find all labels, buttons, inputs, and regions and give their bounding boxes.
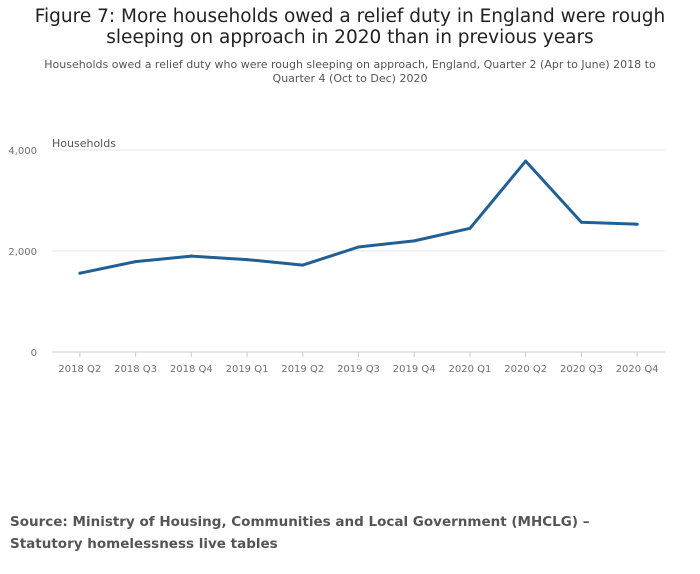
data-point bbox=[189, 254, 193, 258]
x-tick-label: 2020 Q3 bbox=[560, 364, 603, 375]
chart-title: Figure 7: More households owed a relief … bbox=[34, 6, 666, 48]
x-tick-label: 2018 Q3 bbox=[114, 364, 157, 375]
data-point bbox=[579, 220, 583, 224]
y-tick-label: 4,000 bbox=[8, 146, 37, 157]
data-point bbox=[134, 260, 138, 264]
line-chart: 0 2,000 4,000 2018 Q2 2018 Q3 2018 Q4 2019 Q1 2… bbox=[8, 137, 665, 375]
x-tick-label: 2018 Q4 bbox=[170, 364, 213, 375]
x-tick-label: 2019 Q2 bbox=[281, 364, 324, 375]
x-tick-label: 2020 Q4 bbox=[616, 364, 659, 375]
data-point bbox=[78, 271, 82, 275]
data-point bbox=[357, 245, 360, 249]
x-tick-label: 2020 Q2 bbox=[504, 364, 547, 375]
y-tick-label: 2,000 bbox=[8, 247, 37, 258]
data-point bbox=[301, 263, 305, 267]
series-line-households bbox=[78, 159, 639, 275]
x-tick-label: 2019 Q1 bbox=[226, 364, 269, 375]
y-tick-label: 0 bbox=[31, 348, 37, 359]
data-point bbox=[635, 222, 639, 226]
source-note: Source: Ministry of Housing, Communities… bbox=[10, 514, 590, 552]
x-tick-label: 2020 Q1 bbox=[449, 364, 492, 375]
data-point bbox=[468, 226, 472, 230]
y-axis-title: Households bbox=[52, 137, 116, 150]
x-tick-label: 2019 Q3 bbox=[337, 364, 380, 375]
x-tick-label: 2019 Q4 bbox=[393, 364, 436, 375]
grid-lines bbox=[52, 149, 665, 252]
chart-subtitle: Households owed a relief duty who were r… bbox=[44, 58, 656, 85]
x-tick-label: 2018 Q2 bbox=[58, 364, 101, 375]
axes: 0 2,000 4,000 2018 Q2 2018 Q3 2018 Q4 2019 Q1 2… bbox=[8, 146, 665, 375]
data-point bbox=[524, 159, 528, 163]
data-point bbox=[245, 258, 249, 262]
series-layer bbox=[78, 159, 639, 275]
data-point bbox=[412, 239, 416, 243]
